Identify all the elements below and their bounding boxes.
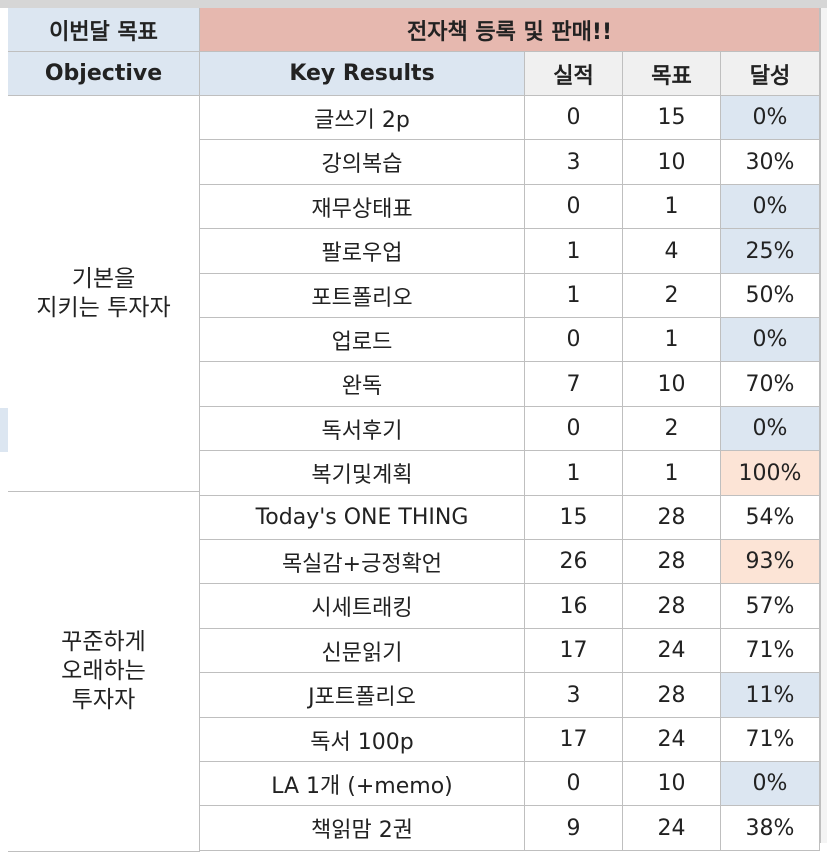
target-cell[interactable]: 24	[623, 806, 721, 851]
actual-cell[interactable]: 3	[525, 140, 623, 185]
target-cell[interactable]: 1	[623, 451, 721, 496]
objective-1-line-2: 지키는 투자자	[36, 294, 171, 321]
actual-cell[interactable]: 26	[525, 540, 623, 584]
target-cell[interactable]: 15	[623, 96, 721, 140]
achievement-cell[interactable]: 100%	[721, 451, 820, 496]
target-cell[interactable]: 4	[623, 229, 721, 274]
header-actual[interactable]: 실적	[525, 52, 623, 96]
key-result-cell[interactable]: 업로드	[200, 318, 525, 362]
key-result-cell[interactable]: 시세트래킹	[200, 584, 525, 629]
achievement-cell[interactable]: 0%	[721, 407, 820, 451]
achievement-cell[interactable]: 0%	[721, 96, 820, 140]
actual-cell[interactable]: 16	[525, 584, 623, 629]
target-cell[interactable]: 10	[623, 362, 721, 407]
objective-2-line-3: 투자자	[71, 687, 136, 713]
actual-cell[interactable]: 17	[525, 718, 623, 762]
achievement-cell[interactable]: 11%	[721, 673, 820, 718]
target-cell[interactable]: 1	[623, 318, 721, 362]
header-achievement[interactable]: 달성	[721, 52, 820, 96]
target-cell[interactable]: 28	[623, 540, 721, 584]
key-result-cell[interactable]: 팔로우업	[200, 229, 525, 274]
achievement-cell[interactable]: 71%	[721, 629, 820, 673]
header-key-results[interactable]: Key Results	[200, 52, 525, 96]
key-result-cell[interactable]: 완독	[200, 362, 525, 407]
header-target[interactable]: 목표	[623, 52, 721, 96]
achievement-cell[interactable]: 0%	[721, 318, 820, 362]
key-result-cell[interactable]: LA 1개 (+memo)	[200, 762, 525, 806]
target-cell[interactable]: 28	[623, 496, 721, 540]
actual-cell[interactable]: 15	[525, 496, 623, 540]
target-cell[interactable]: 2	[623, 407, 721, 451]
achievement-cell[interactable]: 50%	[721, 274, 820, 318]
key-result-cell[interactable]: 독서후기	[200, 407, 525, 451]
actual-cell[interactable]: 17	[525, 629, 623, 673]
actual-cell[interactable]: 0	[525, 318, 623, 362]
actual-cell[interactable]: 0	[525, 96, 623, 140]
actual-cell[interactable]: 0	[525, 762, 623, 806]
objective-cell-1[interactable]: 기본을 지키는 투자자	[8, 96, 200, 492]
achievement-cell[interactable]: 71%	[721, 718, 820, 762]
objective-2-line-2: 오래하는	[61, 658, 146, 684]
actual-cell[interactable]: 3	[525, 673, 623, 718]
objective-cell-2[interactable]: 꾸준하게 오래하는 투자자	[8, 492, 200, 852]
actual-cell[interactable]: 7	[525, 362, 623, 407]
actual-cell[interactable]: 1	[525, 451, 623, 496]
row-selection-hint	[0, 408, 8, 452]
key-result-cell[interactable]: 목실감+긍정확언	[200, 540, 525, 584]
actual-cell[interactable]: 0	[525, 407, 623, 451]
achievement-cell[interactable]: 93%	[721, 540, 820, 584]
sheet-right-edge	[820, 8, 827, 843]
achievement-cell[interactable]: 54%	[721, 496, 820, 540]
objective-2-line-1: 꾸준하게	[61, 629, 146, 655]
actual-cell[interactable]: 1	[525, 229, 623, 274]
key-result-cell[interactable]: Today's ONE THING	[200, 496, 525, 540]
key-result-cell[interactable]: 신문읽기	[200, 629, 525, 673]
key-result-cell[interactable]: 글쓰기 2p	[200, 96, 525, 140]
achievement-cell[interactable]: 0%	[721, 185, 820, 229]
header-objective[interactable]: Objective	[8, 52, 200, 96]
month-goal-value-cell[interactable]: 전자책 등록 및 판매!!	[200, 8, 820, 52]
key-result-cell[interactable]: 재무상태표	[200, 185, 525, 229]
objective-1-line-1: 기본을	[71, 265, 136, 292]
target-cell[interactable]: 24	[623, 718, 721, 762]
actual-cell[interactable]: 0	[525, 185, 623, 229]
achievement-cell[interactable]: 25%	[721, 229, 820, 274]
actual-cell[interactable]: 1	[525, 274, 623, 318]
key-result-cell[interactable]: 포트폴리오	[200, 274, 525, 318]
achievement-cell[interactable]: 57%	[721, 584, 820, 629]
key-result-cell[interactable]: 책읽맘 2권	[200, 806, 525, 851]
sheet-top-edge	[0, 0, 827, 8]
achievement-cell[interactable]: 70%	[721, 362, 820, 407]
achievement-cell[interactable]: 38%	[721, 806, 820, 851]
achievement-cell[interactable]: 30%	[721, 140, 820, 185]
target-cell[interactable]: 10	[623, 140, 721, 185]
key-result-cell[interactable]: J포트폴리오	[200, 673, 525, 718]
key-result-cell[interactable]: 강의복습	[200, 140, 525, 185]
target-cell[interactable]: 10	[623, 762, 721, 806]
key-result-cell[interactable]: 복기및계획	[200, 451, 525, 496]
achievement-cell[interactable]: 0%	[721, 762, 820, 806]
target-cell[interactable]: 2	[623, 274, 721, 318]
target-cell[interactable]: 1	[623, 185, 721, 229]
key-result-cell[interactable]: 독서 100p	[200, 718, 525, 762]
month-goal-label-cell[interactable]: 이번달 목표	[8, 8, 200, 52]
target-cell[interactable]: 24	[623, 629, 721, 673]
target-cell[interactable]: 28	[623, 584, 721, 629]
actual-cell[interactable]: 9	[525, 806, 623, 851]
target-cell[interactable]: 28	[623, 673, 721, 718]
